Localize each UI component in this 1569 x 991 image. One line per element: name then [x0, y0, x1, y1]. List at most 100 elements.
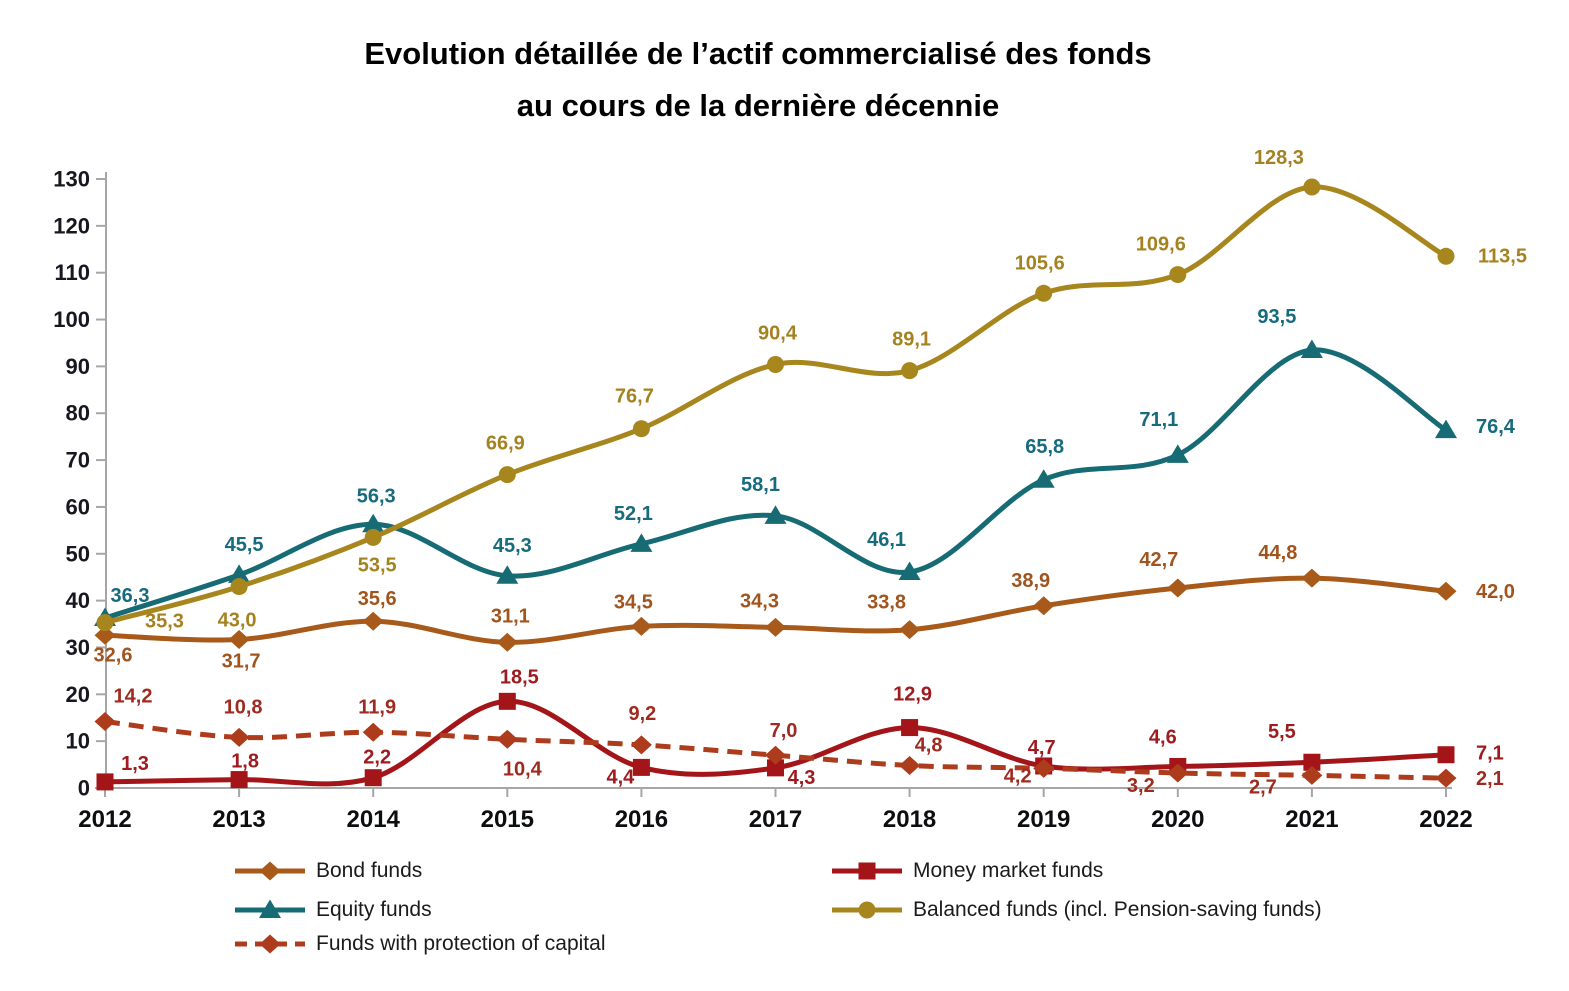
data-label-funds-with-protection-of-capital-2015: 10,4	[503, 758, 543, 780]
marker-funds-with-protection-of-capital-2014	[362, 722, 384, 742]
x-axis-label-2014: 2014	[347, 806, 401, 833]
marker-bond-funds-2013	[228, 629, 250, 649]
legend-item-money-market-funds: Money market funds	[830, 858, 1103, 884]
data-label-equity-funds-2021: 93,5	[1257, 306, 1296, 328]
marker-equity-funds-2016	[630, 533, 653, 552]
marker-bond-funds-2014	[362, 611, 384, 631]
legend-marker-glyph	[858, 901, 876, 919]
y-axis-label-20: 20	[66, 682, 90, 707]
marker-balanced-funds-incl-pension-saving-funds-2019	[1035, 284, 1053, 302]
legend-marker-glyph	[259, 934, 281, 954]
funds-with-protection-of-capital-legend-marker	[235, 934, 305, 954]
data-label-money-market-funds-2020: 4,6	[1149, 726, 1177, 748]
data-label-balanced-funds-incl-pension-saving-funds-2016: 76,7	[615, 386, 654, 408]
data-label-funds-with-protection-of-capital-2021: 2,7	[1249, 776, 1277, 798]
data-label-funds-with-protection-of-capital-2014: 11,9	[358, 696, 396, 718]
data-label-equity-funds-2014: 56,3	[357, 485, 396, 507]
y-axis-label-120: 120	[53, 213, 90, 238]
marker-bond-funds-2017	[765, 617, 786, 637]
marker-money-market-funds-2016	[632, 758, 650, 776]
data-label-equity-funds-2017: 58,1	[741, 474, 780, 496]
x-axis-label-2013: 2013	[212, 806, 265, 833]
data-label-money-market-funds-2018: 12,9	[893, 684, 932, 706]
balanced-funds-legend-marker	[832, 901, 902, 919]
marker-money-market-funds-2022	[1437, 746, 1455, 764]
data-label-equity-funds-2015: 45,3	[493, 535, 532, 557]
data-label-funds-with-protection-of-capital-2017: 7,0	[770, 720, 798, 742]
marker-funds-with-protection-of-capital-2016	[630, 735, 652, 755]
marker-equity-funds-2022	[1435, 419, 1457, 439]
marker-equity-funds-2020	[1166, 444, 1189, 463]
data-label-bond-funds-2020: 42,7	[1139, 549, 1178, 571]
data-label-bond-funds-2017: 34,3	[740, 590, 779, 612]
data-label-money-market-funds-2013: 1,8	[231, 751, 259, 773]
marker-funds-with-protection-of-capital-2022	[1435, 768, 1457, 788]
data-label-bond-funds-2016: 34,5	[614, 591, 653, 613]
marker-bond-funds-2020	[1167, 578, 1189, 598]
marker-bond-funds-2022	[1435, 581, 1457, 601]
data-label-balanced-funds-incl-pension-saving-funds-2018: 89,1	[892, 329, 931, 351]
chart-title-line1: Evolution détaillée de l’actif commercia…	[364, 36, 1152, 71]
marker-balanced-funds-incl-pension-saving-funds-2022	[1437, 247, 1455, 265]
data-label-equity-funds-2013: 45,5	[225, 534, 264, 556]
marker-money-market-funds-2017	[767, 759, 784, 777]
marker-balanced-funds-incl-pension-saving-funds-2018	[901, 362, 919, 380]
series-balanced-funds-incl-pension-saving-funds: 35,3 43,0 53,5 66,9 76,7 90,4 89,1 105,6 109,6 12…	[96, 147, 1527, 633]
marker-money-market-funds-2013	[230, 771, 248, 789]
y-axis-label-100: 100	[53, 307, 90, 332]
data-label-balanced-funds-incl-pension-saving-funds-2013: 43,0	[218, 610, 257, 632]
marker-bond-funds-2018	[899, 620, 921, 640]
data-label-money-market-funds-2019: 4,7	[1028, 737, 1056, 759]
marker-money-market-funds-2018	[901, 719, 919, 737]
series-line-equity-funds	[104, 347, 1448, 621]
data-label-bond-funds-2022: 42,0	[1476, 581, 1515, 603]
marker-equity-funds-2018	[898, 561, 921, 581]
x-axis-label-2016: 2016	[615, 806, 668, 833]
legend-item-equity-funds: Equity funds	[233, 897, 432, 923]
legend-label-equity-funds: Equity funds	[316, 898, 432, 921]
marker-funds-with-protection-of-capital-2013	[228, 727, 250, 747]
legend-marker-glyph	[259, 861, 281, 881]
marker-bond-funds-2021	[1301, 568, 1323, 588]
y-axis-label-30: 30	[66, 635, 90, 660]
marker-money-market-funds-2015	[498, 692, 516, 710]
x-axis-label-2015: 2015	[481, 806, 534, 833]
data-label-bond-funds-2013: 31,7	[222, 650, 261, 672]
data-label-funds-with-protection-of-capital-2013: 10,8	[224, 696, 263, 718]
data-label-money-market-funds-2015: 18,5	[500, 666, 539, 688]
data-label-balanced-funds-incl-pension-saving-funds-2020: 109,6	[1136, 234, 1186, 256]
data-label-balanced-funds-incl-pension-saving-funds-2015: 66,9	[486, 433, 525, 455]
data-label-funds-with-protection-of-capital-2020: 3,2	[1127, 775, 1155, 797]
y-axis-label-40: 40	[66, 588, 90, 613]
data-label-money-market-funds-2021: 5,5	[1268, 721, 1296, 743]
x-axis-label-2022: 2022	[1419, 806, 1472, 833]
data-label-funds-with-protection-of-capital-2016: 9,2	[628, 703, 656, 725]
marker-bond-funds-2015	[496, 632, 518, 652]
chart-title: Evolution détaillée de l’actif commercia…	[0, 28, 1516, 132]
x-axis-label-2012: 2012	[78, 806, 131, 833]
legend-label-balanced-funds: Balanced funds (incl. Pension-saving fun…	[913, 898, 1322, 921]
x-axis-label-2021: 2021	[1285, 806, 1338, 833]
y-axis-label-10: 10	[66, 729, 90, 754]
equity-funds-legend-marker	[235, 899, 305, 918]
money-market-funds-legend-marker	[832, 862, 902, 880]
data-label-funds-with-protection-of-capital-2022: 2,1	[1476, 768, 1504, 790]
data-label-equity-funds-2022: 76,4	[1476, 416, 1516, 438]
data-label-balanced-funds-incl-pension-saving-funds-2019: 105,6	[1015, 252, 1065, 274]
data-label-funds-with-protection-of-capital-2019: 4,2	[1004, 765, 1032, 787]
bond-funds-legend-marker	[235, 861, 305, 881]
data-label-money-market-funds-2017: 4,3	[788, 767, 816, 789]
marker-funds-with-protection-of-capital-2018	[899, 756, 921, 776]
data-label-equity-funds-2018: 46,1	[867, 529, 906, 551]
legend-item-funds-with-protection-of-capital: Funds with protection of capital	[233, 931, 606, 957]
series-equity-funds: 36,3 45,5 56,3 45,3 52,1 58,1 46,1 65,8 71,1 93,5…	[94, 306, 1516, 626]
chart-title-line2: au cours de la dernière décennie	[516, 88, 1000, 123]
x-axis-label-2017: 2017	[749, 806, 802, 833]
marker-balanced-funds-incl-pension-saving-funds-2014	[364, 528, 382, 546]
data-label-balanced-funds-incl-pension-saving-funds-2022: 113,5	[1478, 245, 1527, 267]
marker-balanced-funds-incl-pension-saving-funds-2021	[1303, 178, 1321, 196]
marker-bond-funds-2012	[94, 625, 116, 645]
y-axis-label-70: 70	[66, 448, 90, 473]
legend-item-bond-funds: Bond funds	[233, 858, 422, 884]
